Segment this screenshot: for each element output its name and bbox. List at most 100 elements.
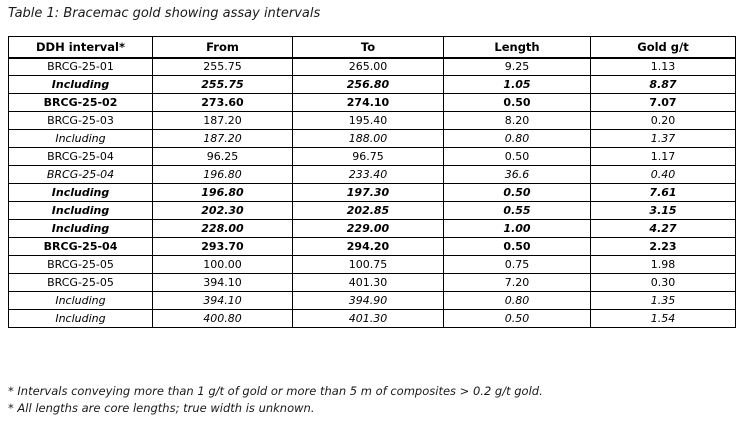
cell-from: 96.25 xyxy=(152,147,293,166)
cell-length: 0.50 xyxy=(443,147,591,166)
cell-gold: 1.98 xyxy=(590,255,736,274)
cell-to: 294.20 xyxy=(292,237,444,256)
table-row: Including 202.30 202.85 0.55 3.15 xyxy=(8,201,736,220)
cell-gold: 4.27 xyxy=(590,219,736,238)
cell-gold: 1.37 xyxy=(590,129,736,148)
cell-interval: Including xyxy=(8,219,153,238)
table-row: BRCG-25-04 293.70 294.20 0.50 2.23 xyxy=(8,237,736,256)
cell-to: 274.10 xyxy=(292,93,444,112)
table-title: Table 1: Bracemac gold showing assay int… xyxy=(8,6,321,21)
cell-interval: BRCG-25-04 xyxy=(8,147,153,166)
cell-length: 0.80 xyxy=(443,291,591,310)
cell-from: 394.10 xyxy=(152,291,293,310)
cell-from: 196.80 xyxy=(152,183,293,202)
table-row: BRCG-25-03 187.20 195.40 8.20 0.20 xyxy=(8,111,736,130)
cell-from: 202.30 xyxy=(152,201,293,220)
cell-gold: 7.07 xyxy=(590,93,736,112)
cell-to: 401.30 xyxy=(292,309,444,328)
cell-interval: BRCG-25-02 xyxy=(8,93,153,112)
cell-interval: BRCG-25-04 xyxy=(8,165,153,184)
cell-to: 202.85 xyxy=(292,201,444,220)
cell-gold: 1.54 xyxy=(590,309,736,328)
cell-to: 96.75 xyxy=(292,147,444,166)
cell-gold: 0.40 xyxy=(590,165,736,184)
cell-to: 256.80 xyxy=(292,75,444,94)
cell-gold: 1.17 xyxy=(590,147,736,166)
cell-length: 1.05 xyxy=(443,75,591,94)
assay-table-body: BRCG-25-01 255.75 265.00 9.25 1.13 Including 2… xyxy=(8,57,736,328)
table-row: BRCG-25-05 100.00 100.75 0.75 1.98 xyxy=(8,255,736,274)
cell-from: 196.80 xyxy=(152,165,293,184)
cell-interval: Including xyxy=(8,183,153,202)
table-row: BRCG-25-01 255.75 265.00 9.25 1.13 xyxy=(8,57,736,76)
cell-interval: BRCG-25-03 xyxy=(8,111,153,130)
cell-from: 100.00 xyxy=(152,255,293,274)
table-row: BRCG-25-04 96.25 96.75 0.50 1.17 xyxy=(8,147,736,166)
cell-length: 0.50 xyxy=(443,183,591,202)
assay-table: DDH interval* From To Length Gold g/t BR… xyxy=(8,36,736,328)
cell-length: 0.50 xyxy=(443,309,591,328)
table-row: Including 394.10 394.90 0.80 1.35 xyxy=(8,291,736,310)
cell-from: 228.00 xyxy=(152,219,293,238)
cell-length: 7.20 xyxy=(443,273,591,292)
cell-to: 265.00 xyxy=(292,57,444,76)
footnote-lengths: * All lengths are core lengths; true wid… xyxy=(8,401,315,415)
table-row: Including 255.75 256.80 1.05 8.87 xyxy=(8,75,736,94)
cell-length: 0.80 xyxy=(443,129,591,148)
cell-interval: Including xyxy=(8,309,153,328)
cell-from: 293.70 xyxy=(152,237,293,256)
cell-from: 273.60 xyxy=(152,93,293,112)
cell-length: 36.6 xyxy=(443,165,591,184)
cell-from: 400.80 xyxy=(152,309,293,328)
cell-to: 229.00 xyxy=(292,219,444,238)
col-header-length: Length xyxy=(443,36,591,59)
cell-length: 9.25 xyxy=(443,57,591,76)
cell-to: 188.00 xyxy=(292,129,444,148)
cell-gold: 7.61 xyxy=(590,183,736,202)
cell-from: 394.10 xyxy=(152,273,293,292)
col-header-ddh-interval: DDH interval* xyxy=(8,36,153,59)
footnotes-block: * Intervals conveying more than 1 g/t of… xyxy=(8,383,543,417)
cell-to: 100.75 xyxy=(292,255,444,274)
cell-interval: BRCG-25-04 xyxy=(8,237,153,256)
cell-length: 0.75 xyxy=(443,255,591,274)
table-row: Including 228.00 229.00 1.00 4.27 xyxy=(8,219,736,238)
header-row: DDH interval* From To Length Gold g/t xyxy=(8,36,736,59)
table-row: Including 187.20 188.00 0.80 1.37 xyxy=(8,129,736,148)
cell-interval: BRCG-25-05 xyxy=(8,255,153,274)
cell-interval: Including xyxy=(8,75,153,94)
cell-interval: BRCG-25-05 xyxy=(8,273,153,292)
cell-gold: 2.23 xyxy=(590,237,736,256)
cell-interval: Including xyxy=(8,291,153,310)
cell-interval: Including xyxy=(8,201,153,220)
cell-gold: 0.20 xyxy=(590,111,736,130)
cell-length: 8.20 xyxy=(443,111,591,130)
col-header-to: To xyxy=(292,36,444,59)
cell-length: 0.50 xyxy=(443,93,591,112)
cell-to: 233.40 xyxy=(292,165,444,184)
table-row: BRCG-25-04 196.80 233.40 36.6 0.40 xyxy=(8,165,736,184)
footnote-intervals: * Intervals conveying more than 1 g/t of… xyxy=(8,384,543,398)
cell-to: 197.30 xyxy=(292,183,444,202)
col-header-from: From xyxy=(152,36,293,59)
cell-gold: 1.13 xyxy=(590,57,736,76)
cell-from: 255.75 xyxy=(152,57,293,76)
cell-to: 394.90 xyxy=(292,291,444,310)
cell-length: 0.55 xyxy=(443,201,591,220)
cell-gold: 0.30 xyxy=(590,273,736,292)
cell-gold: 8.87 xyxy=(590,75,736,94)
cell-to: 401.30 xyxy=(292,273,444,292)
cell-interval: BRCG-25-01 xyxy=(8,57,153,76)
cell-to: 195.40 xyxy=(292,111,444,130)
cell-length: 1.00 xyxy=(443,219,591,238)
table-row: Including 196.80 197.30 0.50 7.61 xyxy=(8,183,736,202)
cell-from: 187.20 xyxy=(152,129,293,148)
cell-from: 187.20 xyxy=(152,111,293,130)
table-row: BRCG-25-05 394.10 401.30 7.20 0.30 xyxy=(8,273,736,292)
table-row: BRCG-25-02 273.60 274.10 0.50 7.07 xyxy=(8,93,736,112)
cell-interval: Including xyxy=(8,129,153,148)
cell-from: 255.75 xyxy=(152,75,293,94)
cell-gold: 3.15 xyxy=(590,201,736,220)
table-row: Including 400.80 401.30 0.50 1.54 xyxy=(8,309,736,328)
col-header-gold: Gold g/t xyxy=(590,36,736,59)
